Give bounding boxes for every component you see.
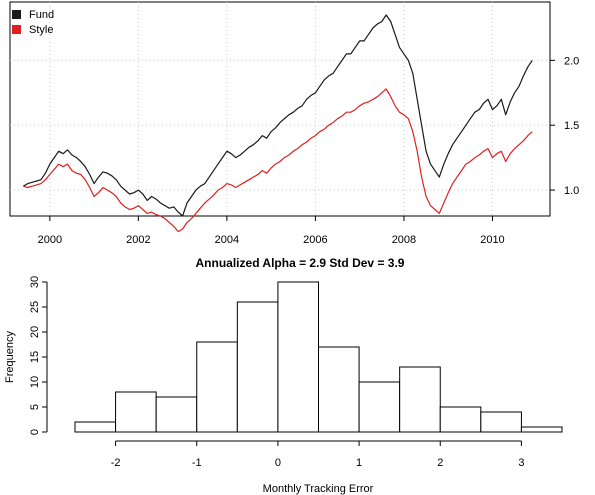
y-tick-label: 20 [29, 326, 41, 338]
histogram-y-label: Frequency [4, 331, 16, 383]
histogram-bar [74, 421, 117, 433]
x-tick-label: 1 [356, 457, 362, 469]
legend-label-style: Style [29, 24, 53, 36]
histogram-title: Annualized Alpha = 2.9 Std Dev = 3.9 [196, 256, 405, 270]
x-tick-label: 2000 [38, 234, 62, 246]
top-x-axis: 2000 2002 2004 2006 2008 2010 [38, 216, 505, 246]
x-tick-label: -1 [192, 457, 202, 469]
x-tick-label: -2 [111, 457, 121, 469]
y-tick-label: 10 [29, 376, 41, 388]
cumulative-returns-chart: 2000 2002 2004 2006 2008 2010 1.0 1.5 2.0 Fund S… [9, 1, 579, 246]
y-tick-label: 1.5 [564, 120, 579, 132]
y-tick-label: 30 [29, 276, 41, 288]
x-tick-label: 2010 [480, 234, 504, 246]
top-plot-frame [9, 1, 551, 217]
top-y-axis: 1.0 1.5 2.0 [550, 55, 579, 197]
y-tick-label: 1.0 [564, 185, 579, 197]
histogram-bar [196, 341, 238, 433]
x-tick-label: 0 [275, 457, 281, 469]
legend-label-fund: Fund [29, 9, 54, 21]
histogram-y-axis: 0 5 10 15 20 25 30 [29, 276, 48, 435]
tracking-error-histogram: Annualized Alpha = 2.9 Std Dev = 3.9 -2-… [4, 256, 563, 495]
top-series-lines [22, 14, 533, 233]
histogram-bars [74, 281, 563, 433]
histogram-bar [480, 411, 522, 433]
histogram-bar [115, 391, 157, 433]
histogram-bar [318, 346, 360, 433]
series-line-fund [22, 14, 533, 217]
histogram-bar [277, 281, 319, 433]
histogram-bar [439, 406, 482, 433]
legend-swatch-fund [12, 10, 21, 19]
y-tick-label: 0 [29, 429, 41, 435]
x-tick-label: 2002 [126, 234, 150, 246]
x-tick-label: 2008 [392, 234, 416, 246]
series-line-style [23, 88, 533, 233]
x-tick-label: 2006 [303, 234, 327, 246]
x-tick-label: 2004 [215, 234, 239, 246]
histogram-bar [358, 381, 401, 433]
histogram-x-label: Monthly Tracking Error [263, 483, 374, 495]
histogram-bar [520, 426, 563, 433]
histogram-x-axis: -2 -1 0 1 2 3 [111, 440, 524, 469]
histogram-bar [155, 396, 198, 433]
histogram-bar [236, 301, 279, 433]
histogram-bar [399, 366, 441, 433]
legend-swatch-style [12, 25, 21, 34]
x-tick-label: 2 [437, 457, 443, 469]
y-tick-label: 2.0 [564, 55, 579, 67]
x-tick-label: 3 [518, 457, 524, 469]
top-legend: Fund Style [12, 9, 54, 36]
top-gridlines [10, 2, 550, 216]
y-tick-label: 15 [29, 351, 41, 363]
y-tick-label: 25 [29, 301, 41, 313]
y-tick-label: 5 [29, 404, 41, 410]
